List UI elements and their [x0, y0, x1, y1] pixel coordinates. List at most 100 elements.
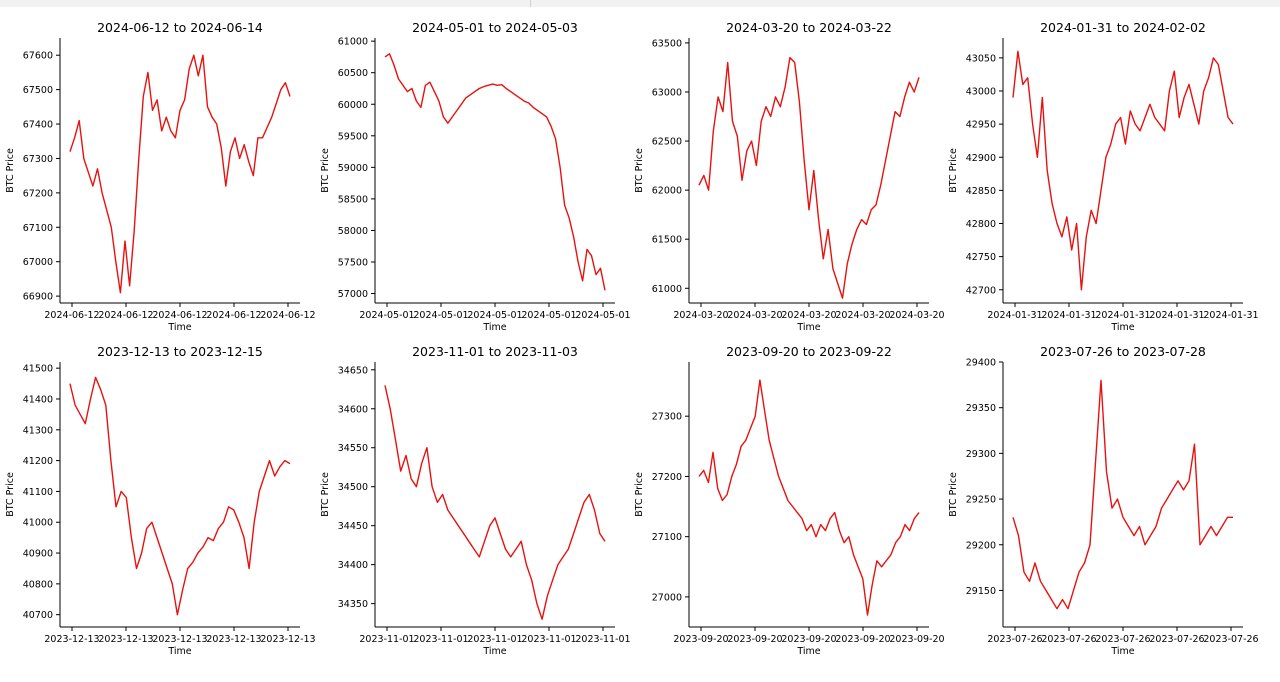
x-axis-label: Time — [167, 322, 191, 333]
x-tick-label: 2023-12-13 — [152, 634, 207, 645]
y-tick-label: 29250 — [966, 495, 996, 506]
y-tick-label: 27300 — [652, 412, 682, 423]
x-tick-label: 2024-05-01 — [467, 310, 522, 321]
x-tick-label: 2023-12-13 — [44, 634, 99, 645]
chart-title: 2023-11-01 to 2023-11-03 — [412, 344, 578, 359]
x-axis-label: Time — [796, 322, 820, 333]
chart-panel-8: 2023-07-26 to 2023-07-28 29150 29200 29250 2… — [948, 344, 1259, 657]
top-strip — [0, 0, 1280, 7]
y-tick-label: 67000 — [23, 257, 53, 268]
y-axis-label: BTC Price — [5, 472, 16, 517]
y-tick-label: 41000 — [23, 518, 53, 529]
x-tick-label: 2023-07-26 — [1149, 634, 1204, 645]
x-tick-label: 2023-09-20 — [835, 634, 890, 645]
x-axis-label: Time — [796, 646, 820, 657]
y-tick-label: 29400 — [966, 358, 996, 369]
x-tick-label: 2023-07-26 — [987, 634, 1042, 645]
chart-title: 2024-05-01 to 2024-05-03 — [412, 20, 578, 35]
chart-panel-7: 2023-09-20 to 2023-09-22 27000 27100 27200 2… — [634, 344, 945, 657]
x-tick-label: 2024-05-01 — [359, 310, 414, 321]
y-tick-label: 41500 — [23, 364, 53, 375]
x-tick-label: 2024-05-01 — [413, 310, 468, 321]
x-tick-label: 2023-11-01 — [413, 634, 468, 645]
y-tick-label: 41100 — [23, 487, 53, 498]
x-axis-label: Time — [482, 646, 506, 657]
x-tick-label: 2024-06-12 — [152, 310, 207, 321]
y-tick-label: 27100 — [652, 532, 682, 543]
chart-panel-5: 2023-12-13 to 2023-12-15 40700 40800 40900 4… — [5, 344, 316, 657]
y-axis-label: BTC Price — [634, 472, 645, 517]
price-series-line — [1012, 379, 1233, 610]
y-axis-label: BTC Price — [948, 148, 959, 193]
y-tick-label: 29300 — [966, 449, 996, 460]
x-tick-label: 2024-01-31 — [1149, 310, 1204, 321]
y-tick-label: 59000 — [338, 163, 368, 174]
y-tick-label: 67300 — [23, 154, 53, 165]
x-tick-label: 2023-11-01 — [575, 634, 630, 645]
y-tick-label: 29150 — [966, 586, 996, 597]
y-tick-label: 40800 — [23, 579, 53, 590]
x-tick-label: 2024-06-12 — [260, 310, 315, 321]
x-tick-label: 2024-03-20 — [835, 310, 890, 321]
x-tick-label: 2023-12-13 — [206, 634, 261, 645]
x-tick-label: 2023-11-01 — [521, 634, 576, 645]
y-axis-label: BTC Price — [634, 148, 645, 193]
y-tick-label: 42950 — [966, 120, 996, 131]
chart-title: 2023-12-13 to 2023-12-15 — [97, 344, 263, 359]
y-tick-label: 34400 — [338, 560, 368, 571]
x-tick-label: 2024-06-12 — [44, 310, 99, 321]
price-series-line — [69, 54, 291, 294]
y-tick-label: 41200 — [23, 456, 53, 467]
y-tick-label: 61000 — [338, 37, 368, 48]
y-tick-label: 67100 — [23, 223, 53, 234]
y-tick-label: 57500 — [338, 257, 368, 268]
y-tick-label: 59500 — [338, 131, 368, 142]
y-tick-label: 34550 — [338, 443, 368, 454]
x-tick-label: 2024-03-20 — [727, 310, 782, 321]
x-tick-label: 2024-01-31 — [1203, 310, 1258, 321]
y-tick-label: 41400 — [23, 394, 53, 405]
chart-title: 2024-03-20 to 2024-03-22 — [726, 20, 892, 35]
price-series-line — [384, 385, 606, 620]
x-tick-label: 2024-01-31 — [987, 310, 1042, 321]
chart-panel-1: 2024-06-12 to 2024-06-14 66900 67000 67100 6… — [5, 20, 316, 333]
x-axis-label: Time — [1110, 322, 1134, 333]
y-tick-label: 67400 — [23, 120, 53, 131]
y-tick-label: 63500 — [652, 38, 682, 49]
chart-title: 2024-06-12 to 2024-06-14 — [97, 20, 263, 35]
top-strip-divider — [530, 0, 531, 7]
y-tick-label: 34450 — [338, 521, 368, 532]
x-tick-label: 2023-11-01 — [467, 634, 522, 645]
x-tick-label: 2023-12-13 — [98, 634, 153, 645]
x-tick-label: 2024-05-01 — [521, 310, 576, 321]
x-tick-label: 2024-06-12 — [98, 310, 153, 321]
y-axis-label: BTC Price — [5, 148, 16, 193]
y-tick-label: 27000 — [652, 592, 682, 603]
y-tick-label: 62500 — [652, 137, 682, 148]
y-tick-label: 29200 — [966, 540, 996, 551]
y-tick-label: 58000 — [338, 226, 368, 237]
y-tick-label: 67500 — [23, 85, 53, 96]
price-series-line — [698, 56, 920, 299]
x-tick-label: 2024-03-20 — [889, 310, 944, 321]
y-tick-label: 42700 — [966, 285, 996, 296]
y-tick-label: 60000 — [338, 100, 368, 111]
y-tick-label: 40900 — [23, 549, 53, 560]
y-tick-label: 34650 — [338, 365, 368, 376]
price-series-line — [384, 53, 606, 291]
y-tick-label: 62000 — [652, 186, 682, 197]
y-tick-label: 42800 — [966, 219, 996, 230]
chart-panel-2: 2024-05-01 to 2024-05-03 57000 57500 58000 5… — [320, 20, 631, 333]
y-tick-label: 61500 — [652, 235, 682, 246]
y-tick-label: 42750 — [966, 252, 996, 263]
x-axis-label: Time — [1110, 646, 1134, 657]
y-tick-label: 27200 — [652, 472, 682, 483]
x-tick-label: 2023-07-26 — [1203, 634, 1258, 645]
chart-title: 2024-01-31 to 2024-02-02 — [1040, 20, 1206, 35]
x-tick-label: 2023-07-26 — [1095, 634, 1150, 645]
y-axis-label: BTC Price — [320, 148, 331, 193]
x-tick-label: 2023-09-20 — [889, 634, 944, 645]
y-tick-label: 67200 — [23, 188, 53, 199]
y-tick-label: 34350 — [338, 599, 368, 610]
